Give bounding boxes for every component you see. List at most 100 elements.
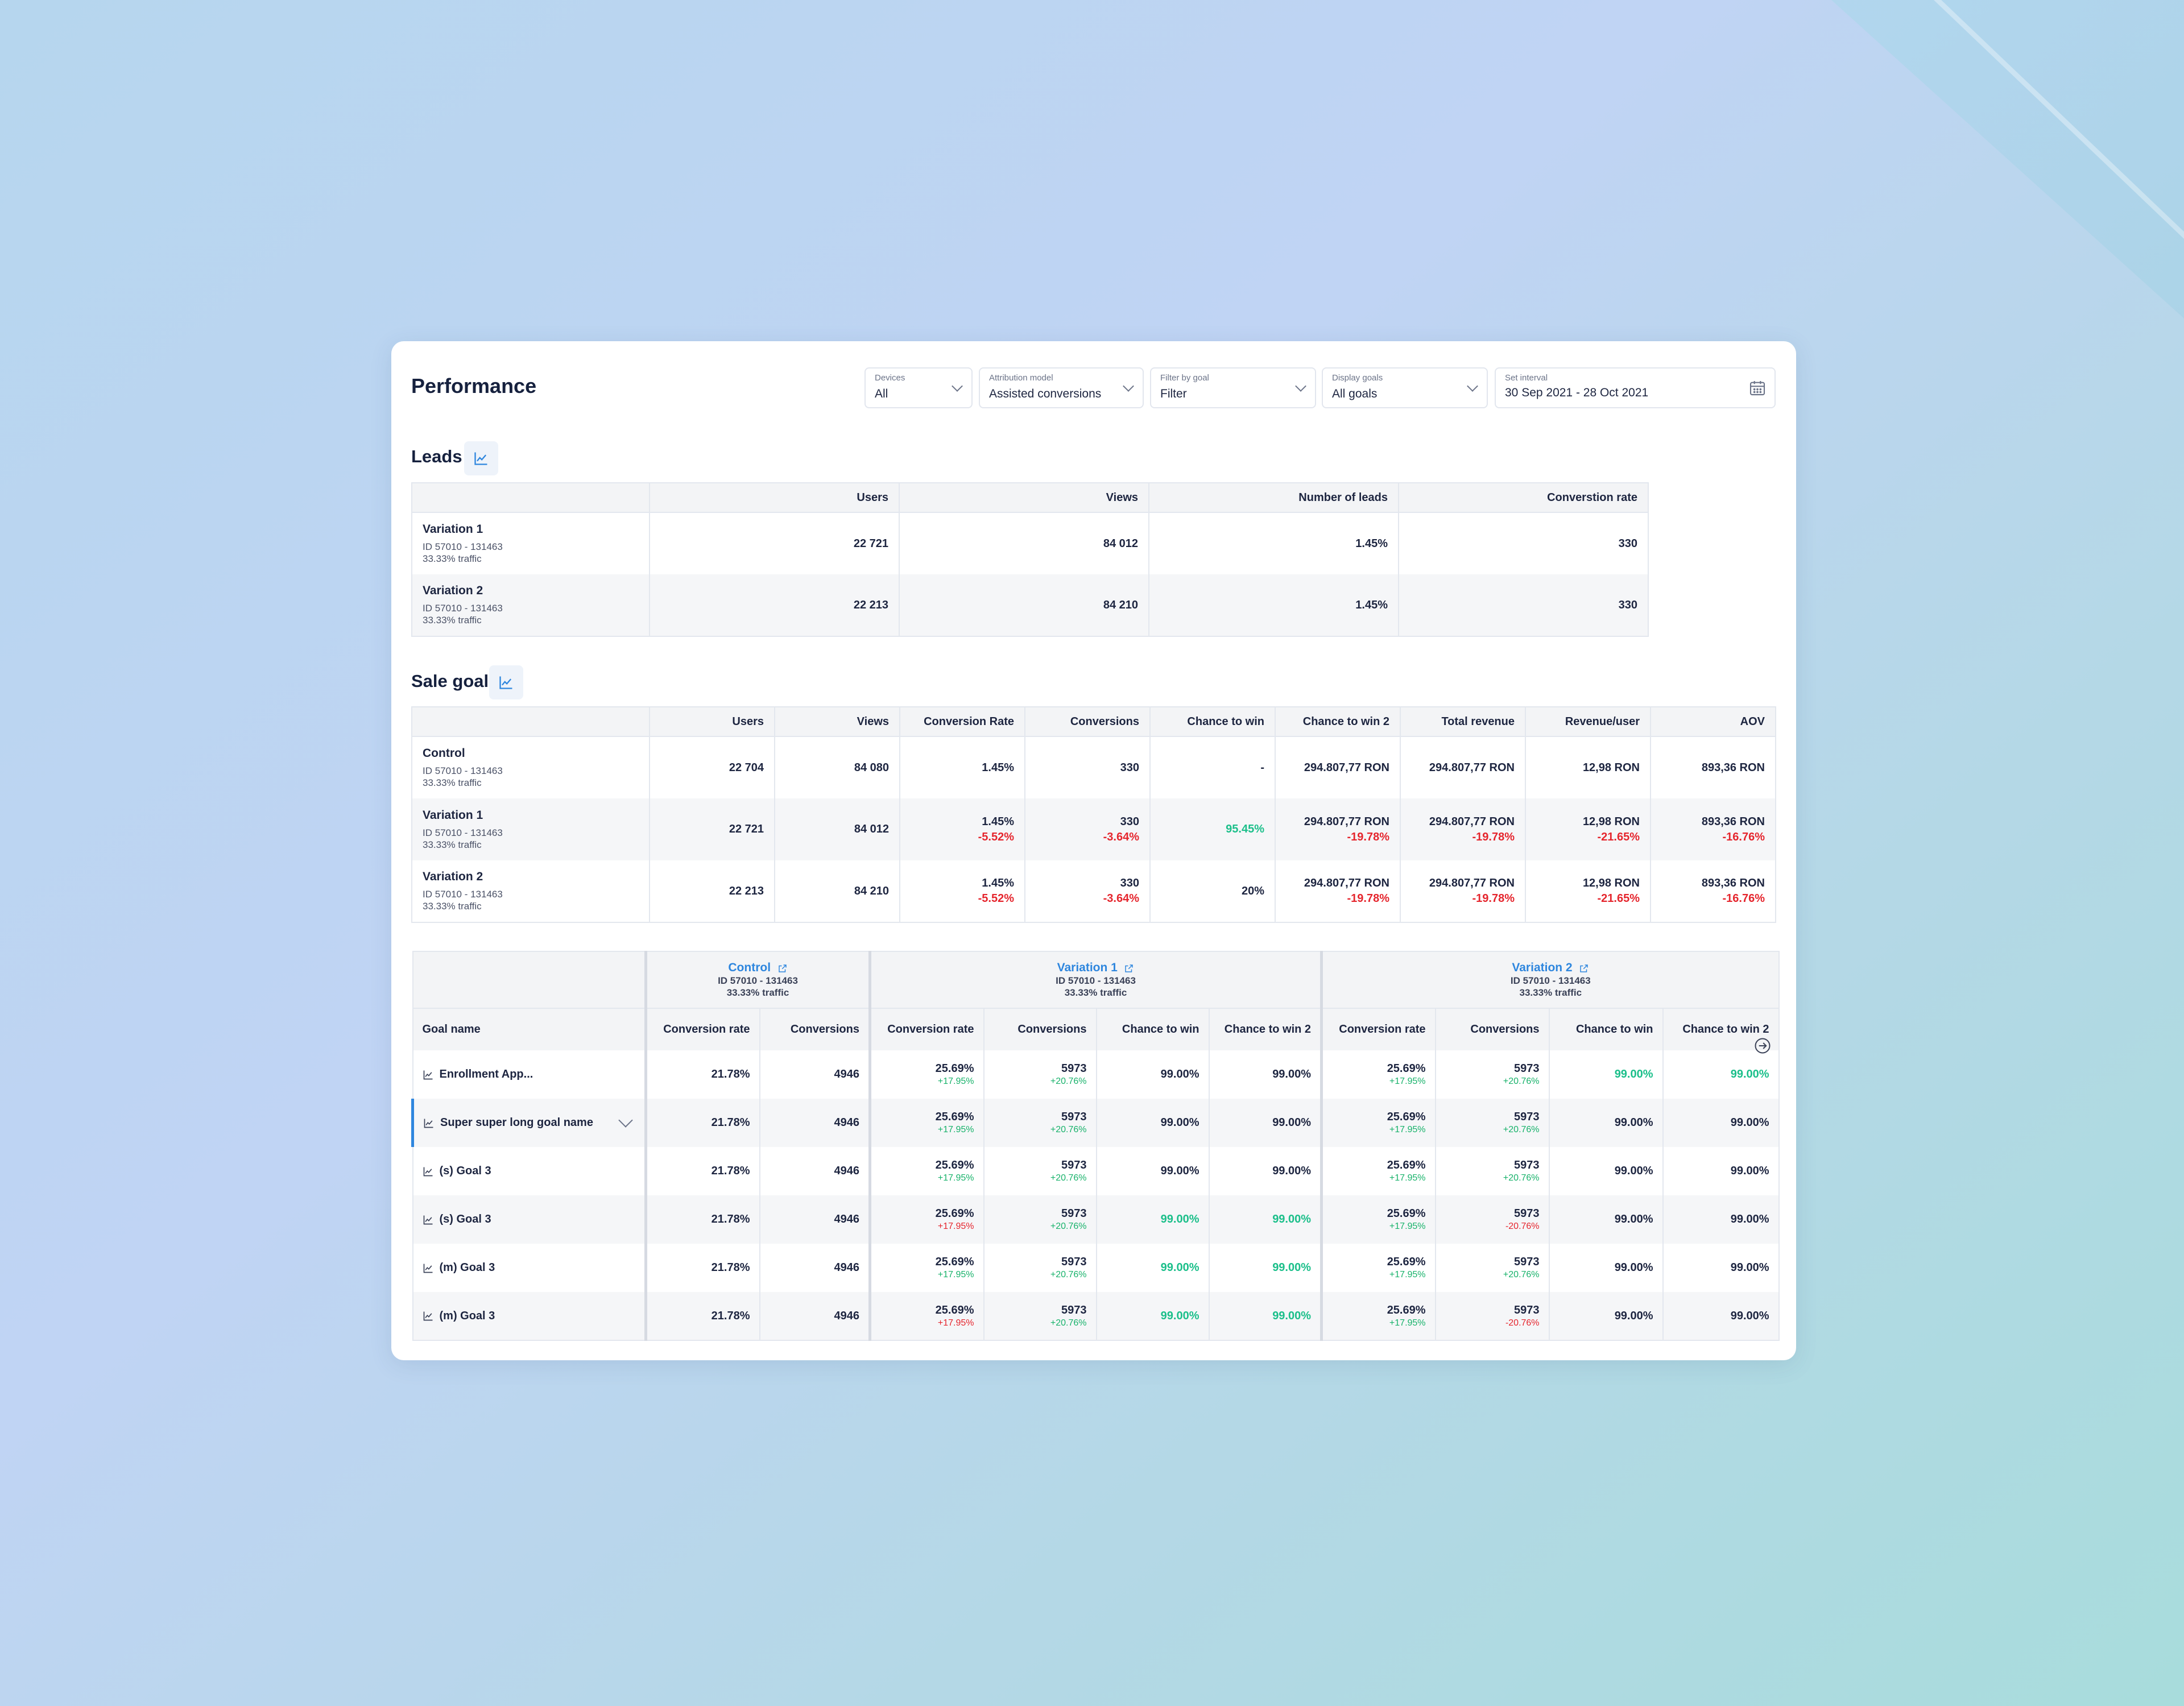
attribution-model-dropdown[interactable]: Attribution model Assisted conversions	[979, 367, 1144, 408]
leads-header-users: Users	[649, 483, 899, 513]
variation-id: ID 57010 - 131463	[423, 603, 503, 614]
goal-name-cell[interactable]: Super super long goal name	[411, 1099, 646, 1147]
external-link-icon[interactable]	[777, 963, 788, 974]
background-shape	[1831, 0, 2184, 318]
v1-conv-cell: 5973 +20.76%	[983, 1147, 1097, 1195]
revenue-value: 294.807,77 RON	[1429, 877, 1515, 889]
sale-header-ctw: Chance to win	[1149, 707, 1275, 737]
goal-name-cell[interactable]: (s) Goal 3	[412, 1195, 646, 1244]
control-id: ID 57010 - 131463	[718, 975, 798, 986]
rpu-delta: -21.65%	[1597, 830, 1640, 843]
chevron-down-icon[interactable]	[618, 1112, 633, 1128]
conv-cell: 330	[1024, 736, 1150, 798]
views-cell: 84 210	[899, 574, 1149, 636]
control-link[interactable]: Control	[728, 961, 771, 974]
v2-conv-delta: -20.76%	[1505, 1318, 1540, 1328]
revenue-value: 294.807,77 RON	[1429, 815, 1515, 828]
table-row[interactable]: Super super long goal name 21.78% 4946 25.6…	[411, 1099, 1779, 1147]
v2-ctw2-cell: 99.00%	[1662, 1195, 1779, 1244]
table-row[interactable]: (m) Goal 3 21.78% 4946 25.69% +17.95% 5973 +20…	[412, 1292, 1779, 1340]
sale-header-conv: Conversions	[1024, 707, 1150, 737]
goal-name-cell[interactable]: (m) Goal 3	[412, 1244, 646, 1292]
v2-cr-value: 25.69%	[1387, 1062, 1426, 1075]
v2-conv-delta: +20.76%	[1503, 1076, 1540, 1086]
conv-cell: 330 -3.64%	[1024, 798, 1150, 860]
external-link-icon[interactable]	[1579, 963, 1589, 974]
chart-icon	[423, 1215, 432, 1224]
calendar-icon	[1749, 381, 1765, 396]
devices-dropdown[interactable]: Devices All	[864, 367, 973, 408]
control-cr-cell: 21.78%	[644, 1292, 760, 1340]
variation-traffic: 33.33% traffic	[423, 553, 482, 564]
leads-table: Users Views Number of leads Converstion …	[411, 482, 1649, 637]
sale-goal-table: Users Views Conversion Rate Conversions …	[411, 706, 1776, 923]
filter-by-goal-dropdown[interactable]: Filter by goal Filter	[1150, 367, 1316, 408]
v2-cr-delta: +17.95%	[1389, 1318, 1426, 1328]
leads-header-name	[411, 483, 650, 513]
v1-conv-delta: +20.76%	[1050, 1221, 1087, 1231]
goal-name: Super super long goal name	[440, 1116, 593, 1129]
v1-conv-value: 5973	[1061, 1207, 1087, 1220]
sale-chart-button[interactable]	[489, 665, 523, 699]
chart-icon	[423, 1070, 432, 1079]
variation-name: Variation 1	[423, 523, 483, 536]
v1-cr-delta: +17.95%	[937, 1221, 974, 1231]
v2-conv-value: 5973	[1514, 1062, 1540, 1075]
v1-ctw-cell: 99.00%	[1095, 1292, 1209, 1340]
goals-corner	[412, 951, 646, 1009]
chart-icon	[423, 1264, 432, 1273]
v1-cr-delta: +17.95%	[937, 1318, 974, 1328]
header-v2-ctw2: Chance to win 2	[1662, 1008, 1779, 1050]
v2-cr-value: 25.69%	[1387, 1159, 1426, 1171]
v2-conv-delta: -20.76%	[1505, 1221, 1540, 1231]
views-cell: 84 210	[774, 860, 900, 922]
goal-name-cell[interactable]: Enrollment App...	[412, 1050, 646, 1099]
aov-cell: 893,36 RON	[1650, 736, 1776, 798]
leads-header-views: Views	[899, 483, 1149, 513]
leads-chart-button[interactable]	[464, 441, 498, 475]
table-row: Variation 2 ID 57010 - 131463 33.33% tra…	[411, 860, 1776, 922]
rpu-cell: 12,98 RON	[1525, 736, 1651, 798]
rate-cell: 330	[1398, 512, 1648, 574]
ctw2-value: 294.807,77 RON	[1304, 877, 1389, 889]
external-link-icon[interactable]	[1124, 963, 1134, 974]
scroll-right-icon[interactable]	[1754, 1037, 1771, 1054]
variation-1-link[interactable]: Variation 1	[1057, 961, 1118, 974]
variation-traffic: 33.33% traffic	[423, 901, 482, 912]
leads-cell: 1.45%	[1148, 512, 1399, 574]
v2-cr-delta: +17.95%	[1389, 1076, 1426, 1086]
table-row[interactable]: (m) Goal 3 21.78% 4946 25.69% +17.95% 5973 +20…	[412, 1244, 1779, 1292]
goal-filter-value: Filter	[1160, 387, 1187, 400]
chart-icon	[423, 1167, 432, 1176]
goal-name: (s) Goal 3	[439, 1165, 491, 1177]
variation-2-link[interactable]: Variation 2	[1512, 961, 1573, 974]
v2-ctw-cell: 99.00%	[1548, 1244, 1663, 1292]
v1-conv-value: 5973	[1061, 1111, 1087, 1123]
table-row[interactable]: Enrollment App... 21.78% 4946 25.69% +17.95%…	[412, 1050, 1779, 1099]
v2-cr-value: 25.69%	[1387, 1207, 1426, 1220]
ctw2-cell: 294.807,77 RON	[1275, 736, 1400, 798]
variation-traffic: 33.33% traffic	[423, 777, 482, 788]
interval-picker[interactable]: Set interval 30 Sep 2021 - 28 Oct 2021	[1495, 367, 1776, 408]
header-v1-conv: Conversions	[983, 1008, 1097, 1050]
v2-cr-value: 25.69%	[1387, 1256, 1426, 1268]
v1-ctw2-cell: 99.00%	[1208, 1099, 1322, 1147]
variation-traffic: 33.33% traffic	[423, 615, 482, 626]
v1-ctw-cell: 99.00%	[1095, 1195, 1209, 1244]
v2-cr-cell: 25.69% +17.95%	[1320, 1050, 1436, 1099]
conv-cell: 330 -3.64%	[1024, 860, 1150, 922]
page-title: Performance	[411, 374, 537, 397]
sale-header-ctw2: Chance to win 2	[1275, 707, 1400, 737]
table-row: Variation 2 ID 57010 - 131463 33.33% tra…	[411, 574, 1648, 636]
goal-name-cell[interactable]: (s) Goal 3	[412, 1147, 646, 1195]
goals-column-header-row: Goal name Conversion rate Conversions Co…	[412, 1008, 1779, 1050]
table-row[interactable]: (s) Goal 3 21.78% 4946 25.69% +17.95% 5973 +20…	[412, 1147, 1779, 1195]
sale-header-users: Users	[649, 707, 775, 737]
views-cell: 84 012	[899, 512, 1149, 574]
display-goals-dropdown[interactable]: Display goals All goals	[1322, 367, 1488, 408]
header-v1-cr: Conversion rate	[868, 1008, 984, 1050]
variation-2-id: ID 57010 - 131463	[1510, 975, 1591, 986]
v2-ctw-cell: 99.00%	[1548, 1099, 1663, 1147]
goal-name-cell[interactable]: (m) Goal 3	[412, 1292, 646, 1340]
table-row[interactable]: (s) Goal 3 21.78% 4946 25.69% +17.95% 5973 +20…	[412, 1195, 1779, 1244]
